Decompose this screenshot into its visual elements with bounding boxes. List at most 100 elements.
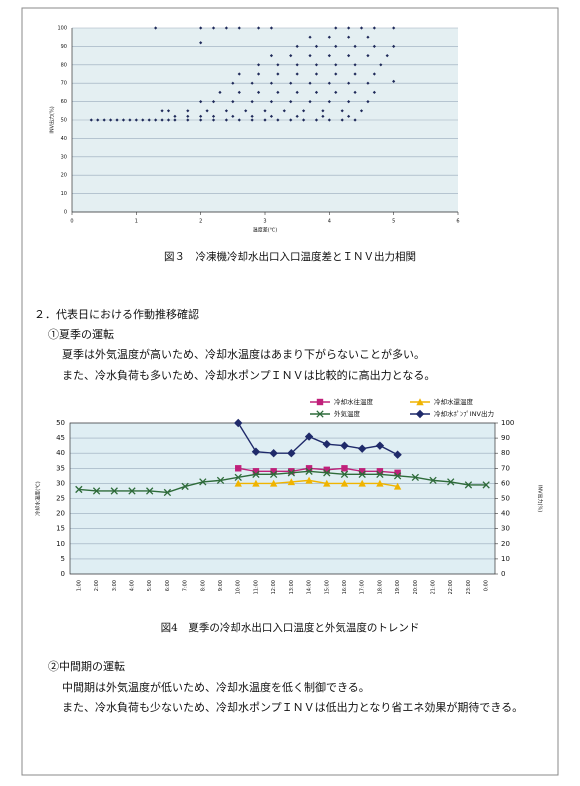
scatter-point — [289, 81, 293, 85]
data-point — [287, 449, 296, 458]
data-point — [376, 479, 384, 487]
scatter-point — [102, 118, 106, 122]
subsection-heading: ①夏季の運転 — [48, 328, 114, 341]
y2-tick-label: 20 — [501, 540, 510, 548]
x-tick-label: 2:00 — [94, 580, 100, 591]
data-point — [304, 432, 314, 441]
data-point — [305, 476, 313, 484]
y-tick-label: 0 — [61, 570, 65, 578]
y-tick-label: 60 — [61, 99, 67, 105]
scatter-point — [302, 109, 306, 113]
scatter-point — [199, 114, 203, 118]
series-line — [78, 470, 487, 494]
x-tick-label: 5 — [392, 219, 395, 225]
scatter-point — [308, 100, 312, 104]
data-point — [358, 470, 366, 478]
data-point — [181, 482, 189, 491]
data-point — [429, 476, 437, 485]
scatter-point — [353, 90, 357, 94]
scatter-point — [372, 44, 376, 48]
y2-axis-label: INV出力(%) — [537, 485, 544, 512]
data-point — [323, 479, 331, 487]
y-tick-label: 35 — [56, 464, 65, 472]
data-point — [341, 465, 348, 472]
scatter-point — [250, 118, 254, 122]
scatter-point — [224, 109, 228, 113]
data-point — [393, 450, 402, 459]
scatter-point — [353, 63, 357, 67]
scatter-point — [199, 118, 203, 122]
scatter-point — [308, 81, 312, 85]
scatter-point — [224, 26, 228, 30]
y-tick-label: 10 — [61, 191, 67, 197]
scatter-point — [359, 109, 364, 113]
scatter-point — [334, 72, 338, 76]
scatter-point — [289, 100, 293, 104]
data-point — [252, 468, 260, 475]
scatter-point — [295, 72, 299, 76]
y2-tick-label: 50 — [501, 495, 510, 503]
paragraph-line: 中間期は外気温度が低いため、冷却水温度を低く制御できる。 — [62, 680, 370, 694]
scatter-point — [347, 26, 351, 30]
y-tick-label: 40 — [56, 449, 65, 457]
legend-marker — [316, 410, 324, 418]
data-point — [305, 467, 313, 475]
scatter-point — [327, 118, 331, 122]
y2-tick-label: 90 — [501, 434, 510, 442]
x-tick-label: 12:00 — [271, 580, 277, 594]
data-point — [146, 487, 154, 495]
x-tick-label: 10:00 — [236, 580, 242, 594]
x-tick-label: 16:00 — [342, 580, 348, 594]
x-tick-label: 21:00 — [431, 580, 437, 594]
scatter-point — [173, 114, 177, 118]
scatter-point — [327, 54, 331, 58]
scatter-point — [173, 118, 177, 122]
data-point — [287, 469, 296, 477]
scatter-point — [237, 72, 241, 76]
y-tick-label: 80 — [61, 62, 67, 68]
series-line — [237, 422, 398, 456]
scatter-point — [392, 44, 396, 48]
scatter-point — [314, 44, 319, 48]
scatter-point — [359, 26, 364, 30]
series-line — [238, 479, 398, 488]
x-tick-label: 0 — [70, 219, 73, 225]
scatter-point — [231, 81, 235, 85]
scatter-point — [269, 81, 274, 85]
scatter-point — [334, 26, 338, 30]
data-point — [323, 469, 331, 477]
scatter-point — [121, 118, 126, 122]
data-point — [92, 487, 101, 495]
scatter-point — [353, 72, 357, 76]
y2-tick-label: 80 — [501, 449, 510, 457]
scatter-point — [334, 90, 338, 94]
y-axis-label: INV出力(%) — [49, 106, 56, 133]
scatter-point — [321, 109, 325, 113]
data-point — [216, 476, 225, 485]
scatter-point — [327, 100, 331, 104]
paragraph-line: また、冷水負荷も多いため、冷却水ポンプＩＮＶは比較的に高出力となる。 — [62, 368, 435, 382]
x-tick-label: 20:00 — [413, 580, 419, 594]
y2-tick-label: 100 — [501, 419, 514, 427]
y-tick-label: 10 — [56, 540, 65, 548]
scatter-point — [321, 114, 325, 118]
paragraph-line: また、冷水負荷も少ないため、冷却水ポンプＩＮＶは低出力となり省エネ効果が期待でき… — [62, 700, 523, 714]
data-point — [110, 487, 118, 495]
scatter-point — [366, 100, 370, 104]
y-tick-label: 50 — [61, 118, 67, 124]
scatter-point — [347, 54, 351, 58]
data-point — [269, 479, 278, 487]
scatter-point — [276, 90, 280, 94]
x-tick-label: 15:00 — [324, 580, 330, 594]
page-border — [21, 7, 559, 776]
y-tick-label: 90 — [61, 44, 67, 50]
x-tick-label: 5:00 — [147, 580, 153, 591]
scatter-point — [347, 100, 351, 104]
data-point — [199, 478, 207, 486]
scatter-point — [385, 54, 389, 58]
legend-marker — [415, 409, 425, 419]
scatter-point — [256, 90, 261, 94]
scatter-point — [160, 118, 164, 122]
x-tick-label: 19:00 — [395, 580, 401, 594]
